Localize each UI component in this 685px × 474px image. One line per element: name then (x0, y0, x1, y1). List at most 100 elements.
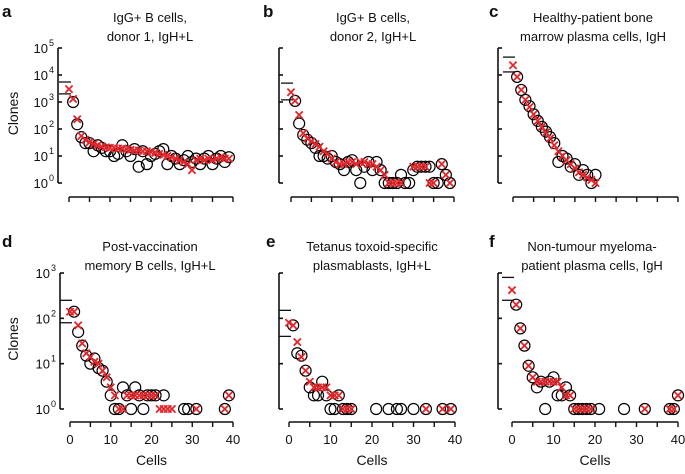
observed-point (519, 93, 532, 106)
cross-stroke (545, 134, 555, 143)
cross-stroke (525, 102, 534, 112)
model-point (77, 339, 87, 348)
observed-point (518, 339, 531, 352)
observed-point (638, 402, 651, 416)
x-tick-label: 10 (546, 432, 560, 447)
model-point (192, 404, 201, 414)
observed-point (108, 402, 121, 416)
model-point (553, 377, 562, 386)
model-point (524, 361, 533, 370)
model-point (301, 366, 310, 375)
y-tick-exponent: 4 (49, 65, 54, 75)
observed-point (439, 168, 452, 181)
cross-stroke (298, 128, 308, 138)
observed-point (125, 402, 138, 416)
cross-stroke (154, 149, 164, 159)
cross-stroke (554, 147, 563, 156)
cross-stroke (429, 178, 438, 188)
cross-stroke (558, 151, 567, 161)
model-point (69, 307, 79, 316)
cross-stroke (521, 95, 530, 105)
y-tick-label: 10 (34, 41, 48, 56)
observed-point (345, 402, 358, 416)
cross-stroke (673, 391, 683, 400)
observed-point (112, 402, 126, 416)
observed-point (523, 100, 536, 113)
cross-stroke (512, 72, 522, 82)
observed-point (120, 389, 134, 402)
model-point (512, 72, 522, 82)
model-point (441, 170, 451, 180)
observed-point (431, 176, 444, 190)
observed-point (287, 319, 300, 332)
cross-stroke (77, 339, 87, 348)
y-tick-exponent: 0 (49, 173, 54, 183)
cross-stroke (142, 147, 152, 156)
y-tick-label: 10 (34, 68, 48, 83)
model-point (545, 134, 555, 143)
panel-letter: c (489, 2, 498, 21)
cross-stroke (72, 114, 82, 124)
cross-stroke (376, 165, 385, 175)
panel-title-line: Non-tumour myeloma- (527, 239, 656, 254)
cross-stroke (224, 391, 234, 400)
cross-stroke (446, 404, 456, 414)
observed-point (580, 402, 593, 416)
model-point (347, 404, 356, 414)
x-tick-label: 0 (285, 432, 292, 447)
model-point (541, 128, 551, 137)
observed-point (190, 402, 203, 416)
observed-point (671, 389, 685, 402)
observed-point (394, 402, 408, 416)
model-point (68, 94, 78, 104)
model-point (307, 137, 316, 146)
x-axis-label: Cells (579, 452, 610, 468)
model-point (167, 404, 177, 414)
observed-point (104, 389, 117, 402)
cross-stroke (570, 164, 580, 173)
observed-point (427, 176, 440, 190)
x-axis-label: Cells (356, 452, 387, 468)
observed-point (415, 160, 428, 173)
model-point (179, 157, 189, 167)
observed-point (576, 402, 589, 416)
panel-title-line: Tetanus toxoid-specific (306, 239, 438, 254)
cross-stroke (524, 361, 533, 370)
y-tick-label: 10 (36, 402, 50, 417)
cross-stroke (541, 128, 551, 137)
observed-point (593, 402, 606, 416)
cross-stroke (583, 173, 592, 182)
model-point (550, 141, 559, 150)
model-point (286, 87, 296, 97)
cross-stroke (421, 404, 431, 414)
model-point (525, 102, 534, 112)
model-point (445, 178, 455, 188)
model-point (305, 377, 314, 386)
panel-b: b IgG+ B cells, donor 2, IgH+L (263, 2, 457, 202)
model-point (319, 147, 328, 156)
x-tick-label: 40 (226, 432, 240, 447)
cross-stroke (134, 146, 143, 155)
model-point (334, 391, 344, 400)
cross-stroke (566, 159, 575, 169)
model-point (517, 85, 526, 95)
cross-stroke (315, 142, 324, 151)
model-point (429, 178, 438, 188)
cross-stroke (171, 154, 180, 163)
model-point (284, 318, 294, 327)
panel-c: c Healthy-patient bone marrow plasma cells… (489, 2, 679, 202)
observed-point (444, 402, 457, 416)
model-point (187, 165, 197, 175)
cross-stroke (167, 404, 177, 414)
x-axis-label: Cells (136, 452, 167, 468)
observed-point (617, 402, 631, 416)
cross-stroke (294, 110, 304, 120)
cross-stroke (77, 131, 86, 141)
cross-stroke (331, 157, 341, 167)
observed-point (374, 164, 387, 177)
observed-point (559, 381, 573, 394)
cross-stroke (81, 135, 90, 144)
panel-title-line: marrow plasma cells, IgH (520, 29, 666, 44)
